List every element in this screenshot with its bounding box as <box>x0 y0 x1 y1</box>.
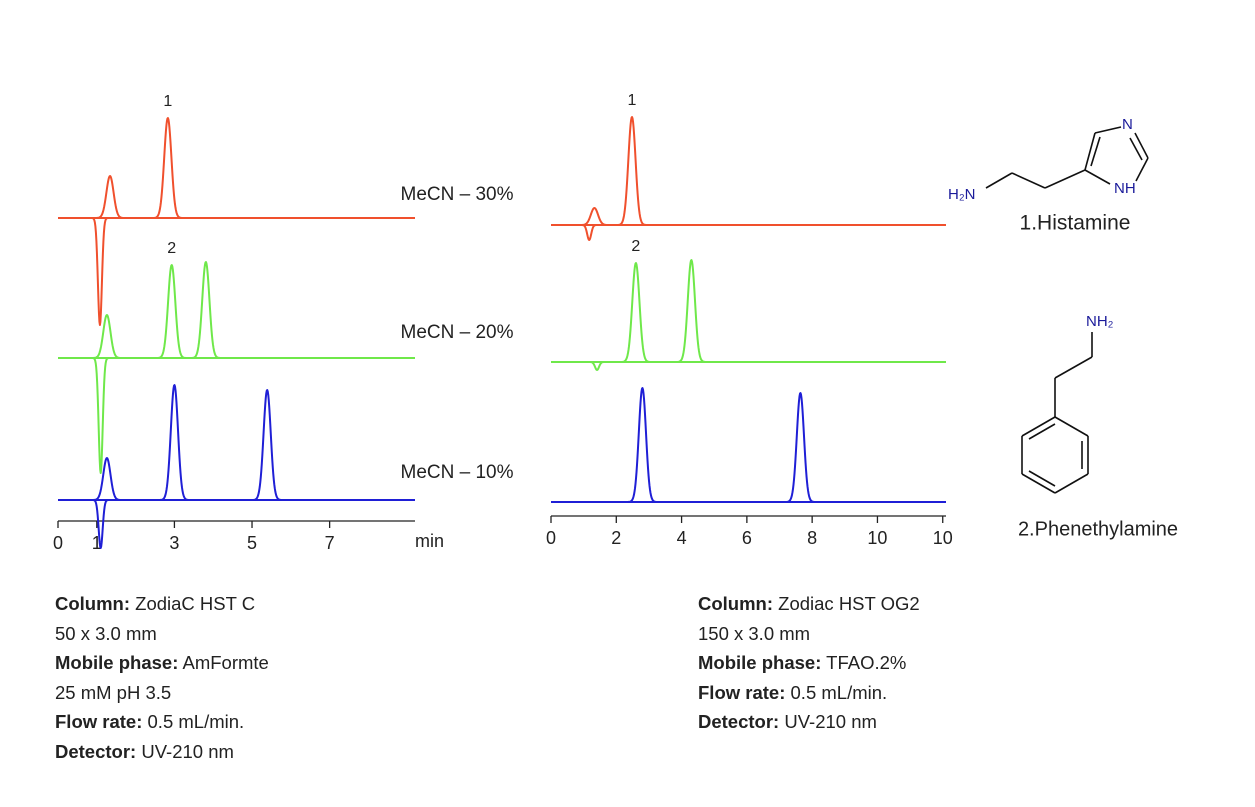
atom-label: N <box>1122 116 1133 133</box>
condition-line: Detector: UV-210 nm <box>55 737 269 767</box>
conditions: Column: ZodiaC HST C 50 x 3.0 mm Mobile ph… <box>55 589 269 766</box>
condition-value: AmFormte <box>182 652 269 673</box>
peak-label: 2 <box>631 238 640 255</box>
x-tick-label: 0 <box>53 533 63 553</box>
condition-line: Mobile phase: AmFormte <box>55 648 269 678</box>
phenethylamine-structure: NH₂ <box>1021 313 1114 494</box>
condition-value: 50 x 3.0 mm <box>55 622 157 644</box>
x-tick-label: 8 <box>807 528 817 548</box>
peak <box>95 175 125 219</box>
peak <box>676 259 706 363</box>
condition-label: Column: <box>55 593 131 614</box>
x-tick-label: 5 <box>247 533 257 553</box>
peak <box>92 357 110 474</box>
condition-value: UV-210 nm <box>141 740 234 762</box>
series-label: MeCN – 10% <box>401 462 514 483</box>
condition-label: Column: <box>698 593 774 614</box>
x-tick-label: 2 <box>611 528 621 548</box>
peak <box>156 264 187 359</box>
peak <box>580 224 598 241</box>
peak <box>159 384 190 501</box>
conditions: Column: Zodiac HST OG2 150 x 3.0 mm Mobile… <box>698 589 920 737</box>
peak <box>252 389 282 501</box>
condition-line: Flow rate: 0.5 mL/min. <box>698 678 920 708</box>
compound-name: 1.Histamine <box>1020 212 1131 235</box>
series-label: MeCN – 20% <box>401 322 514 343</box>
series-label: MeCN – 30% <box>401 184 514 205</box>
condition-label: Detector: <box>698 711 780 732</box>
x-axis-label: min <box>415 531 444 551</box>
condition-line: Mobile phase: TFAO.2% <box>698 648 920 678</box>
peak <box>152 117 183 219</box>
condition-line: Column: Zodiac HST OG2 <box>698 589 920 619</box>
peak <box>91 217 109 326</box>
condition-value: UV-210 nm <box>784 711 877 732</box>
peak <box>579 207 610 226</box>
condition-label: Flow rate: <box>55 711 143 732</box>
trace <box>551 116 946 241</box>
x-tick-label: 1 <box>92 533 102 553</box>
x-tick-label: 4 <box>677 528 687 548</box>
condition-label: Mobile phase: <box>55 652 179 673</box>
peak <box>620 262 651 363</box>
x-tick-label: 10 <box>867 528 887 548</box>
condition-value: 25 mM pH 3.5 <box>55 681 172 703</box>
peak <box>92 499 110 549</box>
x-tick-label: 6 <box>742 528 752 548</box>
peak <box>91 457 122 501</box>
peak-label: 1 <box>163 93 172 110</box>
condition-value: Zodiac HST OG2 <box>778 593 920 614</box>
condition-line: Column: ZodiaC HST C <box>55 589 269 619</box>
x-tick-label: 0 <box>546 528 556 548</box>
atom-label: NH <box>1114 180 1136 197</box>
condition-label: Flow rate: <box>698 681 786 703</box>
condition-value: TFAO.2% <box>826 652 907 673</box>
peak <box>627 387 657 503</box>
peak <box>785 392 815 503</box>
condition-value: ZodiaC HST C <box>135 593 256 614</box>
condition-line: 50 x 3.0 mm <box>55 619 269 649</box>
condition-line: Detector: UV-210 nm <box>698 707 920 737</box>
condition-value: 0.5 mL/min. <box>790 681 888 703</box>
condition-label: Mobile phase: <box>698 652 822 673</box>
trace <box>551 259 946 371</box>
condition-label: Detector: <box>55 740 137 762</box>
histamine-structure: H₂N N NH <box>948 116 1149 203</box>
compound-name: 2.Phenethylamine <box>1018 518 1178 540</box>
trace <box>551 387 946 503</box>
x-tick-label: 7 <box>325 533 335 553</box>
peak <box>617 116 647 226</box>
peak-label: 2 <box>167 240 176 257</box>
condition-value: 0.5 mL/min. <box>147 711 245 732</box>
trace <box>58 117 415 326</box>
peak <box>91 314 122 359</box>
condition-line: 25 mM pH 3.5 <box>55 678 269 708</box>
condition-value: 150 x 3.0 mm <box>698 622 811 644</box>
atom-label: NH₂ <box>1086 313 1114 330</box>
x-tick-label: 3 <box>169 533 179 553</box>
peak <box>190 261 221 359</box>
trace <box>58 261 415 474</box>
condition-line: Flow rate: 0.5 mL/min. <box>55 707 269 737</box>
x-tick-label: 10 <box>933 528 953 548</box>
trace <box>58 384 415 549</box>
condition-line: 150 x 3.0 mm <box>698 619 920 649</box>
peak <box>588 361 606 371</box>
peak-label: 1 <box>628 92 637 109</box>
atom-label: H₂N <box>948 186 976 203</box>
